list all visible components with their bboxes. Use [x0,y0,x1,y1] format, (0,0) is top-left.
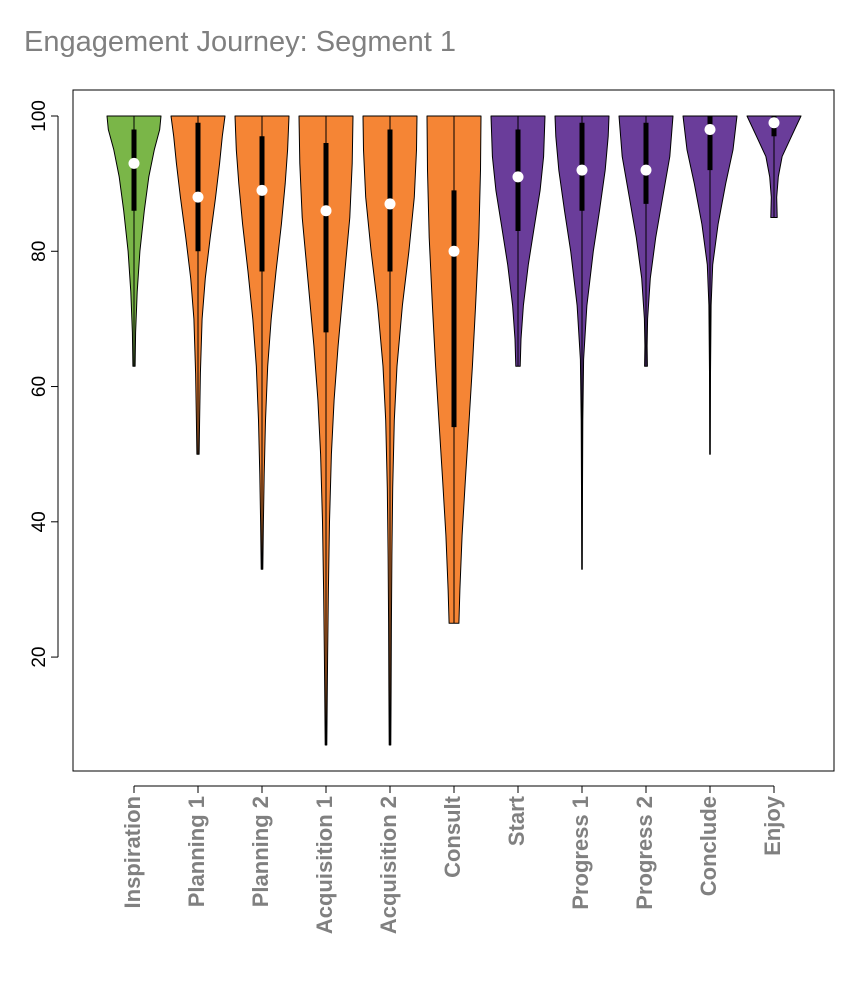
y-axis: 20 40 60 80 100 [29,100,59,668]
x-tick-label: Acquisition 2 [376,796,401,934]
violin-median [192,191,204,203]
x-tick-label: Inspiration [120,796,145,908]
x-tick-label: Consult [440,795,465,878]
violin-median [320,205,332,217]
x-axis: Inspiration Planning 1 Planning 2 Acquisiti… [120,785,785,934]
violin-conclude [682,115,738,455]
x-tick-label: Progress 1 [568,796,593,910]
violin-enjoy [746,115,802,218]
violins [106,115,802,746]
violin-inspiration [106,115,162,367]
x-tick-label: Start [504,795,529,846]
x-tick-label: Planning 2 [248,796,273,907]
violin-median [384,198,396,210]
chart-title: Engagement Journey: Segment 1 [24,26,457,58]
violin-median [704,124,716,136]
violin-median [256,184,268,196]
x-tick-label: Planning 1 [184,796,209,907]
violin-median [448,245,460,257]
violin-median [128,157,140,169]
violin-progress-2 [618,115,674,367]
violin-planning-1 [170,115,226,455]
y-tick-label: 40 [29,511,50,532]
x-tick-label: Conclude [696,796,721,896]
x-tick-label: Enjoy [760,795,785,856]
y-tick-label: 60 [29,376,50,397]
violin-start [490,115,546,367]
violin-median [768,117,780,129]
violin-progress-1 [554,115,610,570]
x-tick-label: Progress 2 [632,796,657,910]
violin-acquisition-2 [362,115,418,746]
y-tick-label: 100 [29,100,50,132]
violin-consult [426,115,482,624]
violin-median [512,171,524,183]
violin-median [640,164,652,176]
violin-planning-2 [234,115,290,570]
violin-acquisition-1 [298,115,354,746]
y-tick-label: 20 [29,647,50,668]
x-tick-label: Acquisition 1 [312,796,337,934]
plot-frame [72,89,835,772]
y-tick-label: 80 [29,241,50,262]
violin-median [576,164,588,176]
